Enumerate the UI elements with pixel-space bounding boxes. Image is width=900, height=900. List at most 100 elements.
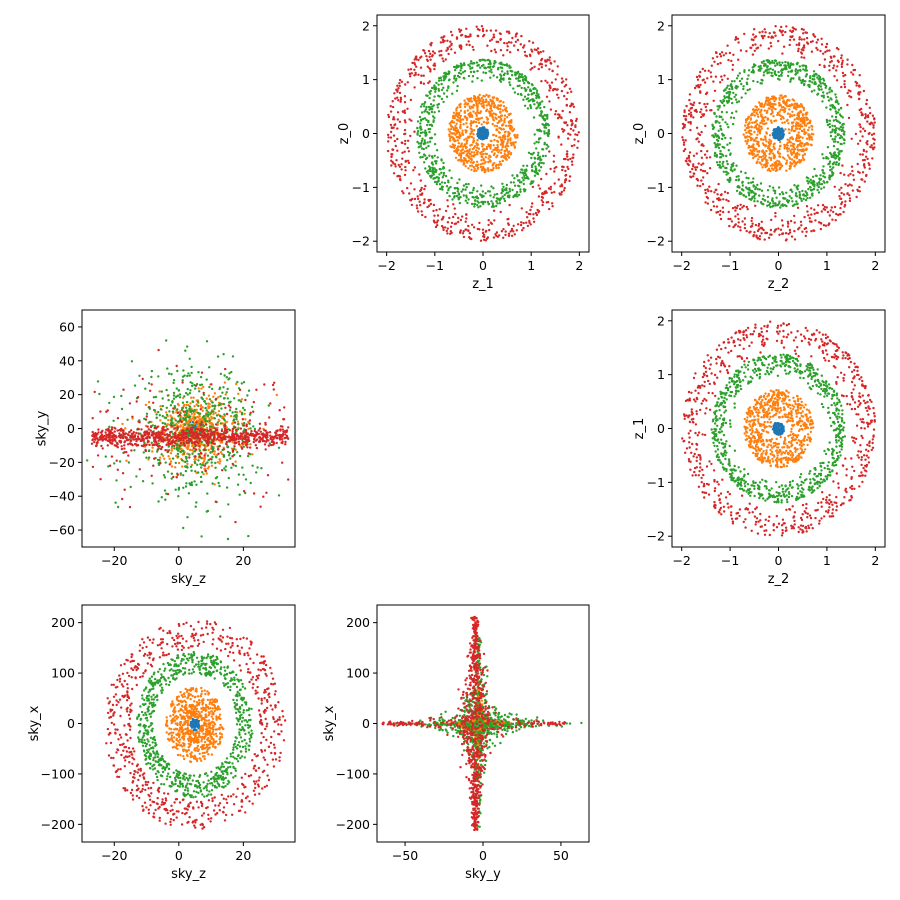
data-point bbox=[770, 233, 773, 236]
data-point bbox=[737, 179, 740, 182]
data-point bbox=[410, 119, 413, 122]
data-point bbox=[810, 124, 813, 128]
data-point bbox=[768, 202, 772, 205]
data-point bbox=[825, 45, 828, 49]
data-point bbox=[433, 62, 436, 65]
data-point bbox=[820, 88, 823, 91]
data-point bbox=[468, 232, 472, 235]
data-point bbox=[785, 119, 789, 123]
data-point bbox=[416, 197, 420, 201]
data-point bbox=[827, 223, 830, 227]
data-point bbox=[754, 186, 758, 189]
data-point bbox=[527, 151, 531, 154]
data-point bbox=[499, 104, 503, 107]
data-point bbox=[804, 143, 807, 146]
data-point bbox=[477, 64, 480, 67]
data-point bbox=[782, 45, 786, 48]
data-point bbox=[479, 111, 482, 115]
data-point bbox=[231, 422, 234, 425]
data-point bbox=[452, 144, 456, 147]
data-point bbox=[715, 115, 718, 118]
data-point bbox=[455, 135, 458, 139]
data-point bbox=[447, 52, 450, 56]
data-point bbox=[438, 167, 441, 171]
data-point bbox=[766, 72, 769, 75]
data-point bbox=[833, 154, 836, 157]
data-point bbox=[523, 190, 526, 193]
data-point bbox=[534, 211, 538, 215]
data-point bbox=[486, 44, 489, 47]
data-point bbox=[461, 148, 465, 151]
data-point bbox=[826, 146, 830, 149]
data-point bbox=[448, 130, 451, 133]
data-point bbox=[217, 396, 220, 399]
data-point bbox=[480, 142, 484, 145]
data-point bbox=[562, 165, 565, 169]
data-point bbox=[494, 51, 497, 54]
data-point bbox=[460, 142, 463, 145]
data-point bbox=[507, 152, 510, 155]
data-point bbox=[421, 213, 424, 217]
data-point bbox=[470, 100, 473, 103]
data-point bbox=[197, 416, 200, 419]
data-point bbox=[813, 167, 816, 171]
data-point bbox=[754, 223, 758, 227]
data-point bbox=[731, 63, 735, 67]
data-point bbox=[451, 92, 454, 95]
data-point bbox=[797, 149, 800, 152]
data-point bbox=[449, 230, 452, 233]
data-point bbox=[493, 193, 496, 196]
series-blue bbox=[476, 126, 490, 141]
data-point bbox=[871, 122, 874, 125]
data-point bbox=[538, 187, 542, 190]
data-point bbox=[399, 96, 403, 100]
data-point bbox=[547, 145, 550, 148]
data-point bbox=[448, 45, 451, 48]
data-point bbox=[461, 151, 464, 155]
data-point bbox=[736, 213, 739, 216]
data-point bbox=[467, 99, 470, 102]
data-point bbox=[435, 180, 439, 184]
data-point bbox=[826, 92, 829, 95]
data-point bbox=[464, 129, 467, 132]
data-point bbox=[503, 121, 506, 124]
data-point bbox=[523, 44, 526, 47]
data-point bbox=[724, 170, 728, 174]
data-point bbox=[425, 58, 429, 61]
data-point bbox=[500, 114, 503, 117]
data-point bbox=[774, 25, 777, 28]
data-point bbox=[390, 153, 393, 156]
data-point bbox=[411, 61, 414, 65]
data-point bbox=[189, 402, 192, 405]
data-point bbox=[688, 109, 691, 112]
data-point bbox=[453, 150, 456, 153]
data-point bbox=[758, 130, 762, 133]
data-point bbox=[813, 78, 816, 81]
data-point bbox=[766, 195, 770, 199]
data-point bbox=[800, 145, 803, 148]
data-point bbox=[495, 117, 498, 121]
data-point bbox=[837, 127, 841, 130]
data-point bbox=[498, 149, 501, 152]
data-point bbox=[731, 206, 735, 210]
data-point bbox=[700, 130, 703, 134]
data-point bbox=[540, 112, 543, 115]
data-point bbox=[456, 139, 460, 142]
data-point bbox=[453, 140, 456, 143]
data-point bbox=[560, 116, 563, 119]
data-point bbox=[759, 138, 763, 141]
data-point bbox=[533, 161, 536, 164]
data-point bbox=[426, 65, 429, 68]
data-point bbox=[537, 184, 540, 187]
data-point bbox=[489, 29, 493, 32]
data-point bbox=[532, 220, 536, 223]
data-point bbox=[513, 184, 517, 187]
data-point bbox=[769, 158, 773, 162]
data-point bbox=[545, 143, 549, 146]
data-point bbox=[538, 155, 542, 158]
data-point bbox=[745, 118, 748, 121]
data-point bbox=[794, 28, 797, 31]
data-point bbox=[401, 151, 404, 154]
data-point bbox=[475, 25, 478, 28]
data-point bbox=[546, 58, 549, 61]
